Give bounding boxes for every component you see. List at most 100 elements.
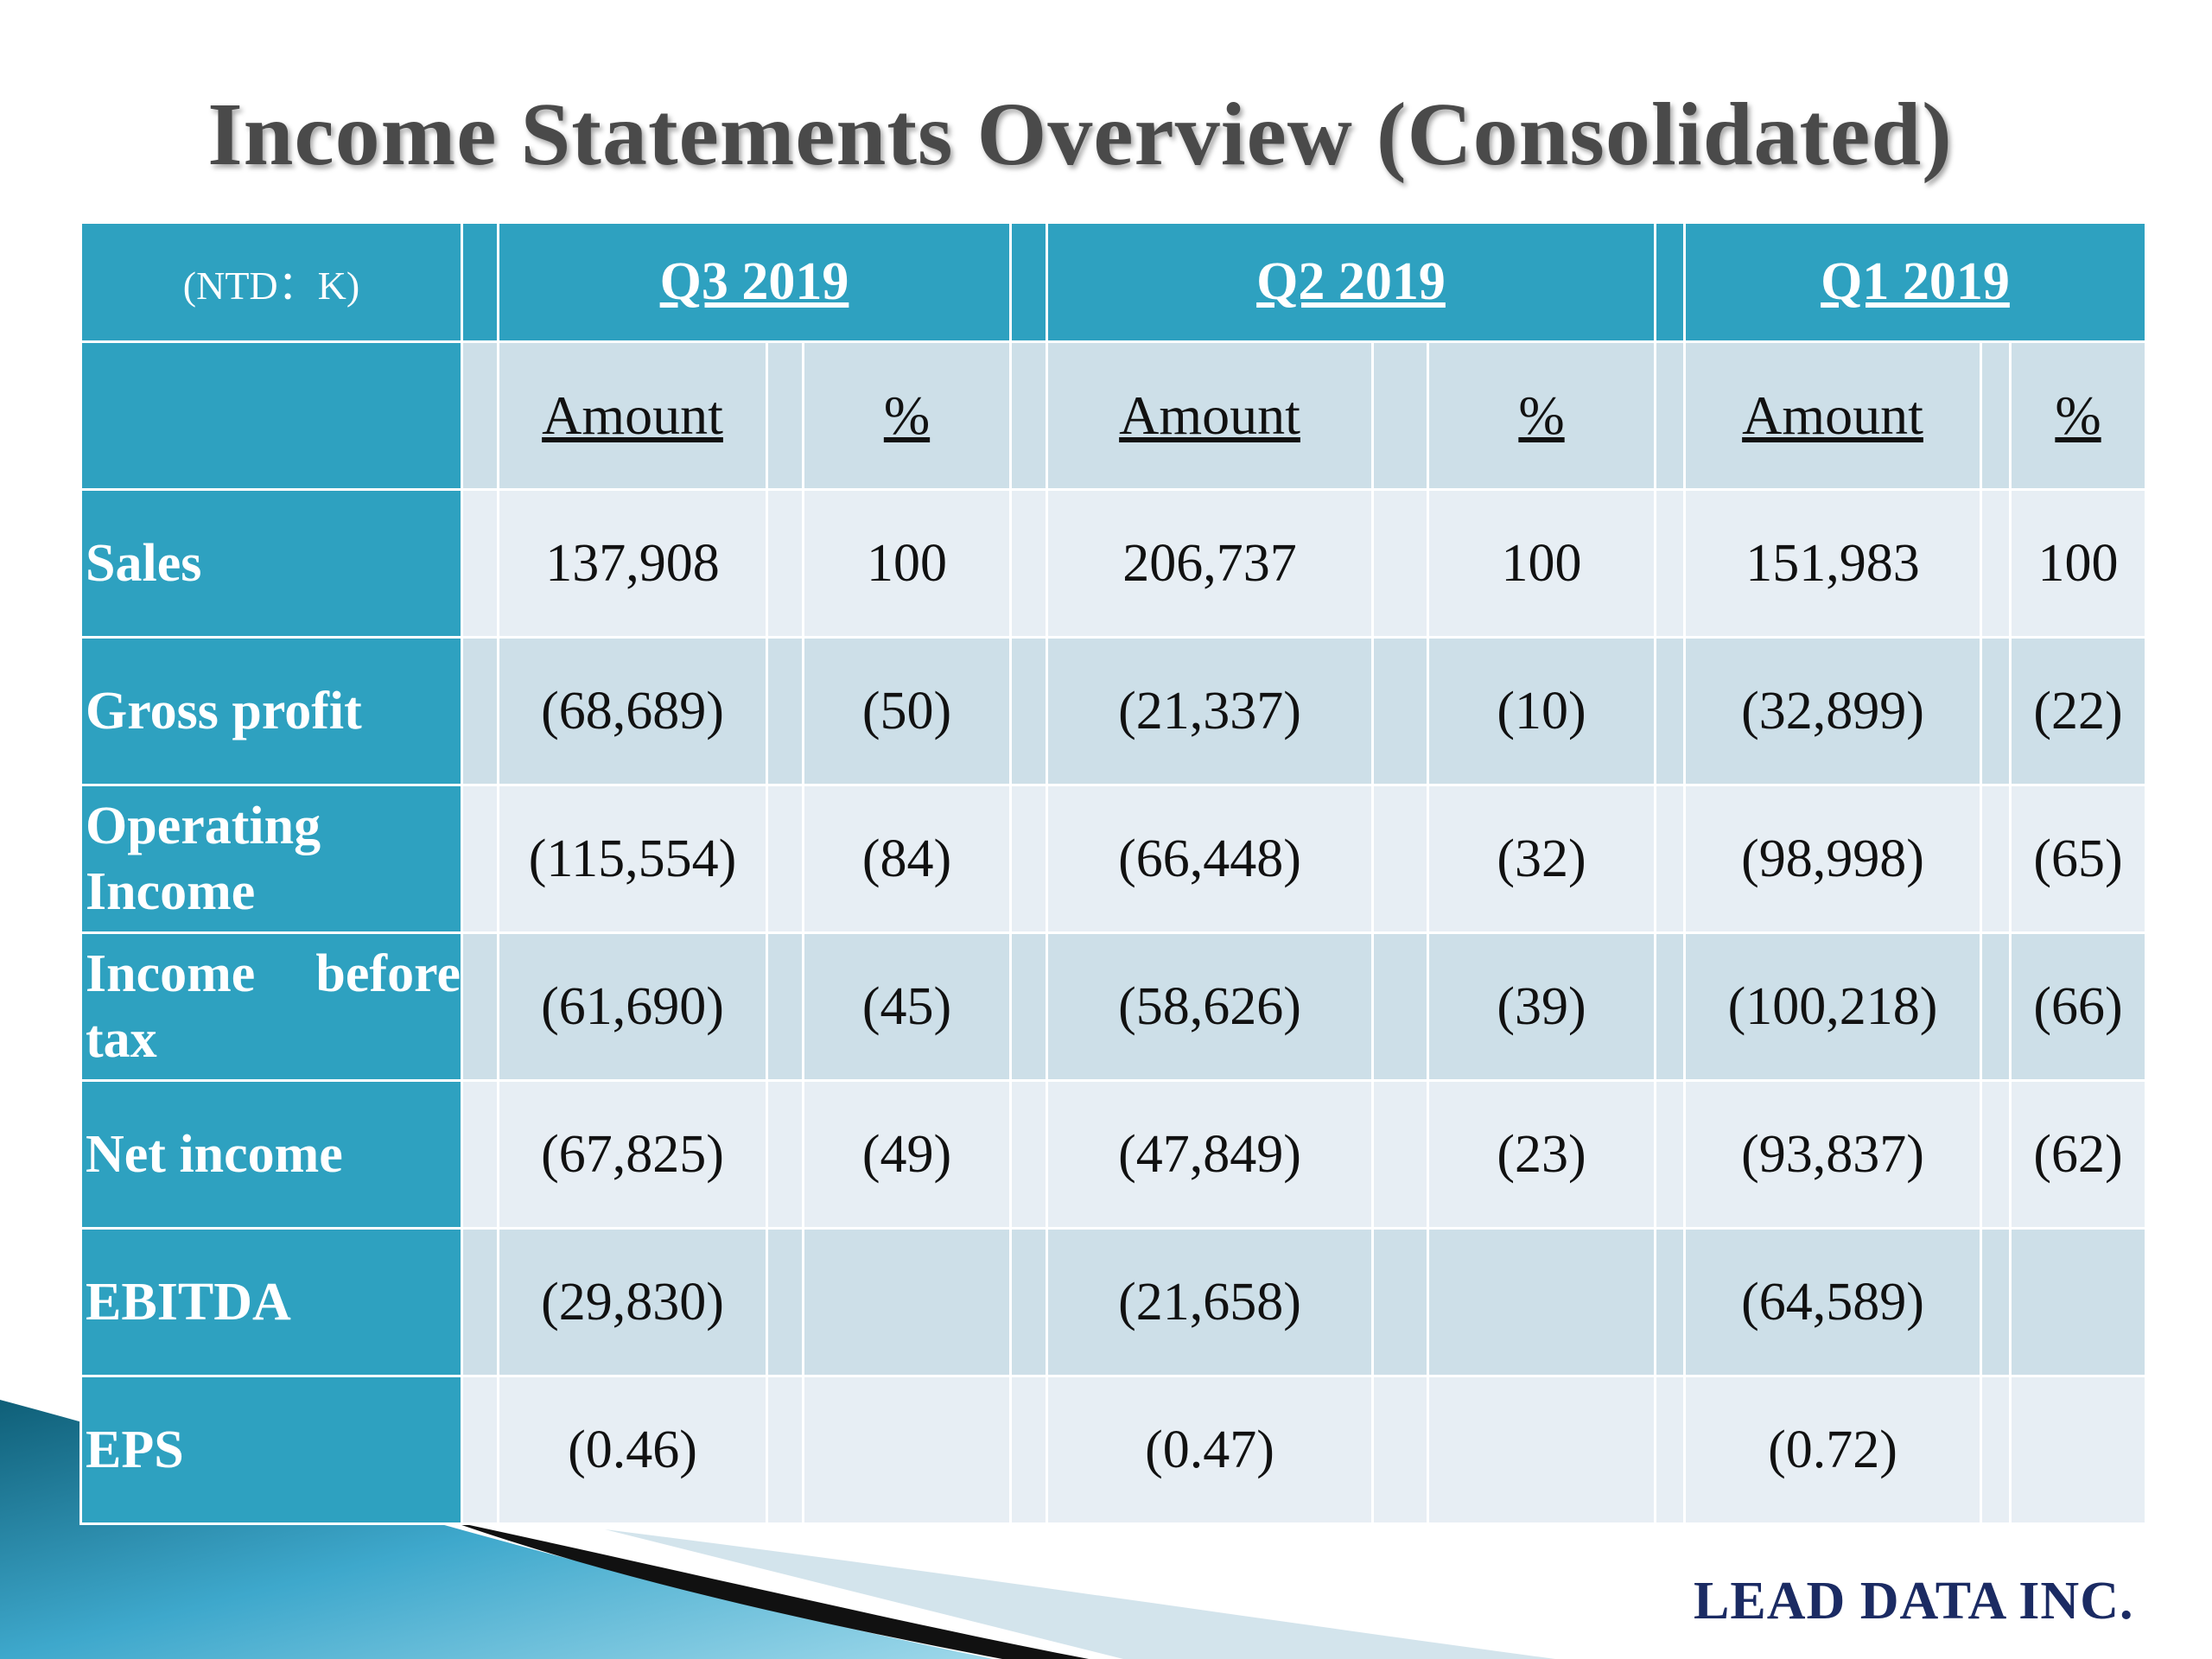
separator-cell xyxy=(1654,931,1686,1082)
separator-cell xyxy=(461,221,499,343)
cell-q2-amount: 206,737 xyxy=(1046,488,1374,639)
separator-cell xyxy=(1009,221,1048,343)
separator-cell xyxy=(461,340,499,491)
row-label: Gross profit xyxy=(79,636,463,786)
spacer-cell xyxy=(766,1079,804,1230)
cell-q3-pct xyxy=(802,1227,1012,1377)
cell-q2-pct: (32) xyxy=(1427,784,1656,934)
company-logo: LEAD DATA INC. xyxy=(1694,1572,2134,1630)
separator-cell xyxy=(1654,1227,1686,1377)
cell-q3-pct: (45) xyxy=(802,931,1012,1082)
unit-cell: (NTD：K) xyxy=(79,221,463,343)
separator-cell xyxy=(461,636,499,786)
cell-q3-amount: (115,554) xyxy=(497,784,768,934)
separator-cell xyxy=(1654,488,1686,639)
separator-cell xyxy=(1009,1227,1048,1377)
spacer-cell xyxy=(766,340,804,491)
cell-q1-amount: (100,218) xyxy=(1683,931,1982,1082)
cell-q2-pct: (23) xyxy=(1427,1079,1656,1230)
cell-q2-pct: (10) xyxy=(1427,636,1656,786)
row-label: Income before tax xyxy=(79,931,463,1082)
row-label: Sales xyxy=(79,488,463,639)
quarter-header-q3: Q3 2019 xyxy=(497,221,1012,343)
spacer-cell xyxy=(1980,1079,2012,1230)
spacer-cell xyxy=(1371,931,1429,1082)
cell-q3-amount: (67,825) xyxy=(497,1079,768,1230)
separator-cell xyxy=(1654,636,1686,786)
cell-q3-amount: 137,908 xyxy=(497,488,768,639)
cell-q2-pct xyxy=(1427,1375,1656,1525)
cell-q3-amount: (68,689) xyxy=(497,636,768,786)
separator-cell xyxy=(461,1227,499,1377)
separator-cell xyxy=(1009,340,1048,491)
cell-q2-amount: (21,658) xyxy=(1046,1227,1374,1377)
separator-cell xyxy=(1009,1375,1048,1525)
spacer-cell xyxy=(1980,931,2012,1082)
table-row: Net income (67,825) (49) (47,849) (23) (… xyxy=(79,1079,2147,1230)
spacer-cell xyxy=(766,931,804,1082)
quarter-header-q2: Q2 2019 xyxy=(1046,221,1656,343)
spacer-cell xyxy=(1980,340,2012,491)
cell-q2-amount: (47,849) xyxy=(1046,1079,1374,1230)
col-pct-q2: % xyxy=(1427,340,1656,491)
spacer-cell xyxy=(1371,636,1429,786)
col-amount-q2: Amount xyxy=(1046,340,1374,491)
cell-q3-amount: (29,830) xyxy=(497,1227,768,1377)
table-row: Income before tax (61,690) (45) (58,626)… xyxy=(79,931,2147,1082)
col-amount-q1: Amount xyxy=(1683,340,1982,491)
separator-cell xyxy=(1009,488,1048,639)
cell-q3-amount: (0.46) xyxy=(497,1375,768,1525)
cell-q2-amount: (66,448) xyxy=(1046,784,1374,934)
separator-cell xyxy=(461,1375,499,1525)
spacer-cell xyxy=(1371,784,1429,934)
cell-q1-pct: (66) xyxy=(2009,931,2147,1082)
separator-cell xyxy=(1654,784,1686,934)
cell-q1-amount: 151,983 xyxy=(1683,488,1982,639)
spacer-cell xyxy=(766,1227,804,1377)
cell-q1-amount: (98,998) xyxy=(1683,784,1982,934)
col-pct-q1: % xyxy=(2009,340,2147,491)
cell-q1-pct: (62) xyxy=(2009,1079,2147,1230)
table-row: EBITDA (29,830) (21,658) (64,589) xyxy=(79,1227,2147,1377)
separator-cell xyxy=(461,784,499,934)
cell-q3-pct: 100 xyxy=(802,488,1012,639)
separator-cell xyxy=(1009,784,1048,934)
cell-q2-pct: (39) xyxy=(1427,931,1656,1082)
row-label: Net income xyxy=(79,1079,463,1230)
cell-q1-amount: (32,899) xyxy=(1683,636,1982,786)
separator-cell xyxy=(1654,1079,1686,1230)
row-label: EPS xyxy=(79,1375,463,1525)
cell-q2-amount: (21,337) xyxy=(1046,636,1374,786)
table-row: Sales 137,908 100 206,737 100 151,983 10… xyxy=(79,488,2147,639)
cell-q1-pct xyxy=(2009,1227,2147,1377)
separator-cell xyxy=(1654,1375,1686,1525)
spacer-cell xyxy=(1980,1375,2012,1525)
col-pct-q3: % xyxy=(802,340,1012,491)
spacer-cell xyxy=(1980,784,2012,934)
row-label: Operating Income xyxy=(79,784,463,934)
cell-q3-pct xyxy=(802,1375,1012,1525)
spacer-cell xyxy=(1980,636,2012,786)
separator-cell xyxy=(1654,221,1686,343)
cell-q3-pct: (84) xyxy=(802,784,1012,934)
spacer-cell xyxy=(1371,340,1429,491)
cell-q1-pct: (22) xyxy=(2009,636,2147,786)
cell-q1-pct: 100 xyxy=(2009,488,2147,639)
quarter-header-row: (NTD：K) Q3 2019 Q2 2019 Q1 2019 xyxy=(79,221,2147,343)
table-row: Gross profit (68,689) (50) (21,337) (10)… xyxy=(79,636,2147,786)
cell-q3-amount: (61,690) xyxy=(497,931,768,1082)
blank-label-cell xyxy=(79,340,463,491)
table-row: EPS (0.46) (0.47) (0.72) xyxy=(79,1375,2147,1525)
spacer-cell xyxy=(1371,1079,1429,1230)
separator-cell xyxy=(461,1079,499,1230)
spacer-cell xyxy=(766,1375,804,1525)
income-table: (NTD：K) Q3 2019 Q2 2019 Q1 2019 Amount %… xyxy=(79,221,2147,1525)
cell-q1-pct: (65) xyxy=(2009,784,2147,934)
spacer-cell xyxy=(1371,488,1429,639)
cell-q2-pct: 100 xyxy=(1427,488,1656,639)
spacer-cell xyxy=(1980,488,2012,639)
cell-q1-amount: (0.72) xyxy=(1683,1375,1982,1525)
cell-q1-pct xyxy=(2009,1375,2147,1525)
spacer-cell xyxy=(766,488,804,639)
